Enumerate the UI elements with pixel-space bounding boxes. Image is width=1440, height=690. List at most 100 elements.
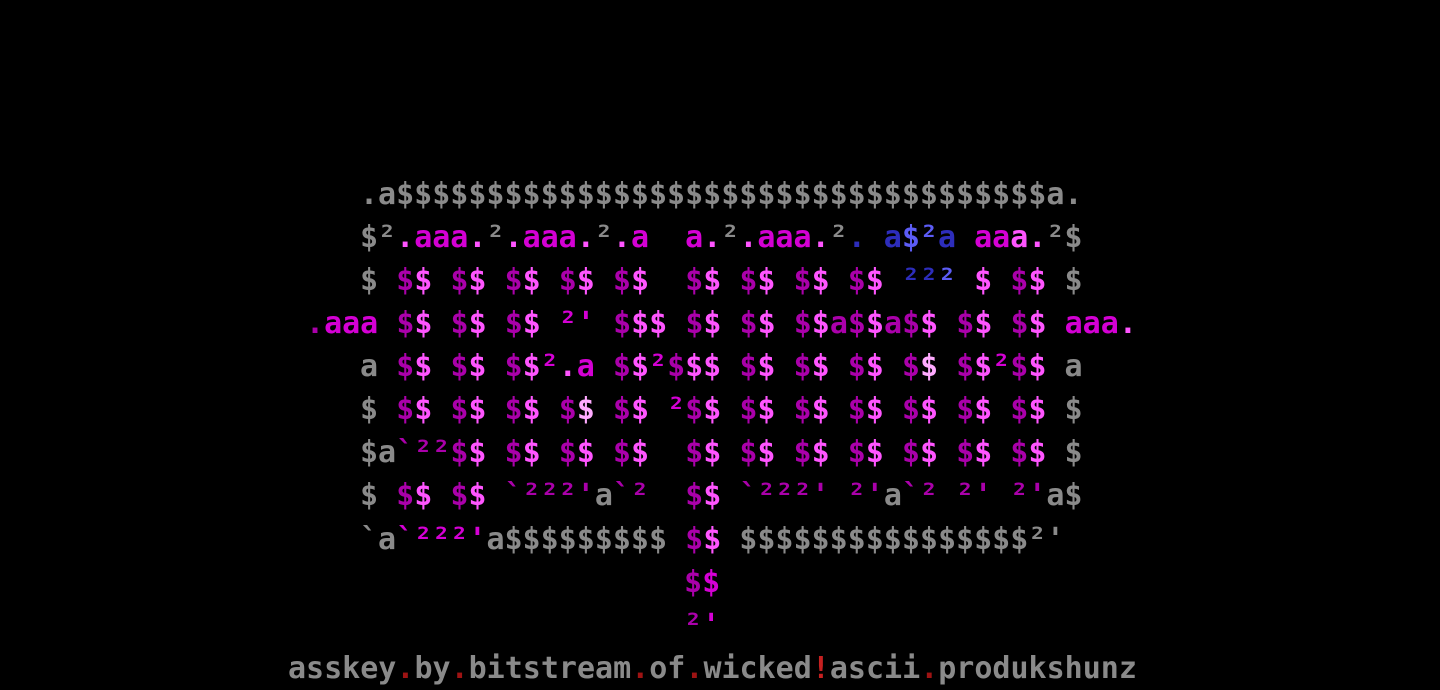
- art-segment: $: [504, 349, 523, 384]
- art-segment: a: [594, 478, 613, 514]
- art-segment: $: [811, 262, 848, 298]
- art-segment: $: [630, 262, 686, 298]
- art-segment: $: [360, 478, 397, 514]
- art-segment: $: [522, 392, 559, 428]
- art-line-9: `a`²²²'a$$$$$$$$$ $$ $$$$$$$$$$$$$$$$²': [360, 518, 1064, 561]
- art-segment: $: [865, 435, 902, 471]
- art-segment: $: [974, 349, 993, 384]
- art-segment: $: [630, 349, 649, 384]
- art-segment: .: [739, 219, 758, 255]
- art-segment: $: [847, 349, 866, 384]
- art-segment: $: [974, 305, 1011, 341]
- art-segment: $: [685, 392, 704, 428]
- art-segment: $: [757, 349, 794, 384]
- art-segment: $: [558, 262, 577, 298]
- art-segment: wicked: [703, 650, 812, 686]
- art-segment: $: [1010, 435, 1029, 471]
- art-segment: ²: [829, 219, 848, 255]
- art-segment: $: [522, 435, 559, 471]
- art-segment: $: [414, 349, 451, 384]
- art-segment: .: [703, 219, 722, 255]
- art-segment: $: [685, 305, 704, 341]
- art-segment: $: [793, 305, 812, 341]
- art-segment: $: [684, 564, 703, 600]
- art-segment: !: [811, 650, 830, 686]
- art-segment: $: [793, 349, 812, 384]
- art-segment: .: [576, 219, 595, 255]
- art-segment: .: [1118, 305, 1137, 341]
- art-line-5: a $$ $$ $$².a $$²$$$ $$ $$ $$ $$ $$²$$ a: [360, 345, 1083, 388]
- art-segment: .: [396, 650, 415, 686]
- art-segment: $: [703, 392, 740, 428]
- art-segment: a: [360, 349, 397, 384]
- art-segment: of: [649, 650, 686, 686]
- art-segment: $: [739, 435, 758, 471]
- art-segment: $: [974, 262, 1011, 298]
- art-segment: $: [612, 392, 631, 428]
- art-segment: $: [757, 305, 794, 341]
- art-segment: $: [630, 392, 668, 428]
- art-segment: a$: [1046, 478, 1083, 514]
- art-segment: $: [847, 305, 866, 341]
- art-segment: $: [450, 435, 469, 471]
- art-segment: $: [468, 262, 505, 298]
- art-segment: aaa: [522, 219, 577, 255]
- art-segment: $: [956, 349, 975, 384]
- art-segment: .: [612, 219, 631, 255]
- art-segment: a: [576, 349, 613, 384]
- art-segment: $: [522, 349, 541, 384]
- art-segment: $: [865, 262, 902, 298]
- art-segment: a: [829, 305, 848, 341]
- art-segment: ²$: [1046, 219, 1083, 255]
- art-segment: ²': [558, 305, 614, 341]
- art-segment: $: [811, 392, 848, 428]
- art-segment: asskey: [288, 650, 397, 686]
- art-segment: $: [558, 435, 577, 471]
- art-segment: $: [920, 305, 957, 341]
- art-segment: $: [974, 392, 1011, 428]
- art-segment: .: [306, 305, 325, 341]
- art-segment: $a: [360, 435, 397, 471]
- art-segment: $: [739, 349, 758, 384]
- art-segment: $: [685, 478, 704, 514]
- art-segment: a.: [1010, 219, 1047, 255]
- art-segment: $: [1010, 262, 1029, 298]
- art-segment: $: [612, 262, 631, 298]
- art-segment: aaa: [414, 219, 469, 255]
- art-segment: `² ²' ²': [901, 478, 1047, 514]
- art-segment: $: [703, 478, 740, 514]
- art-segment: $: [576, 392, 613, 428]
- art-segment: $: [757, 392, 794, 428]
- art-segment: $$: [685, 349, 740, 384]
- art-segment: aa: [956, 219, 1011, 255]
- art-segment: $: [865, 349, 902, 384]
- art-segment: $: [414, 305, 451, 341]
- art-segment: $: [865, 392, 902, 428]
- art-segment: $: [703, 521, 722, 557]
- art-segment: .: [920, 650, 939, 686]
- art-segment: .: [396, 219, 415, 255]
- art-segment: $: [1028, 392, 1065, 428]
- art-segment: $: [612, 349, 631, 384]
- art-segment: $$: [631, 305, 686, 341]
- art-segment: $: [1064, 435, 1083, 471]
- art-segment: ²: [486, 219, 505, 255]
- art-segment: $: [396, 478, 415, 514]
- art-segment: .a$$$$$$$$$$$$$$$$$$$$$$$$$$$$$$$$$$$$a.: [360, 176, 1083, 212]
- art-segment: `a: [360, 521, 397, 557]
- art-segment: $: [1064, 262, 1083, 298]
- art-segment: a a: [630, 219, 704, 255]
- art-segment: $: [685, 521, 704, 557]
- art-segment: . a: [847, 219, 902, 255]
- art-segment: $: [974, 435, 1011, 471]
- art-segment: $: [630, 435, 686, 471]
- art-segment: $: [811, 349, 848, 384]
- art-line-8: $ $$ $$ `²²²'a`² $$ `²²²' ²'a`² ²' ²'a$: [360, 474, 1083, 517]
- art-segment: .: [558, 349, 577, 384]
- art-segment: $: [360, 392, 397, 428]
- art-segment: .: [450, 650, 469, 686]
- art-segment: $: [396, 392, 415, 428]
- art-segment: $: [919, 349, 957, 384]
- art-segment: ²²: [901, 262, 938, 298]
